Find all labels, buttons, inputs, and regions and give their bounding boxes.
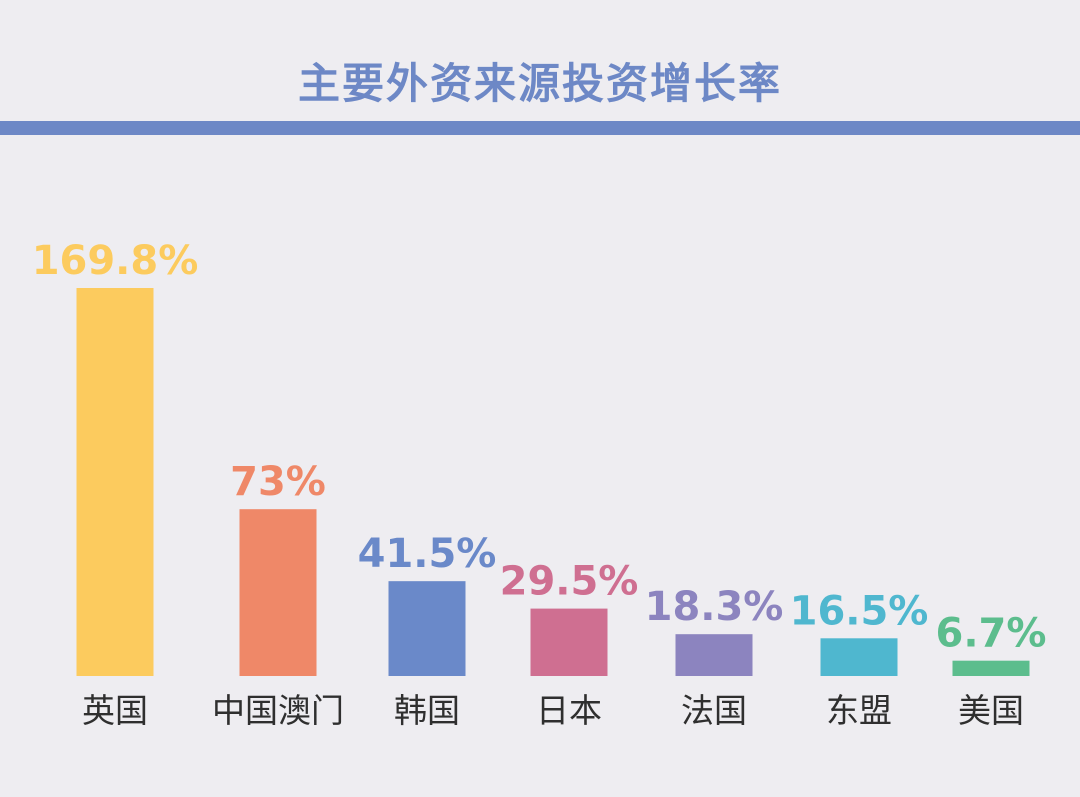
category-label-4: 法国 <box>681 691 747 730</box>
bar-4 <box>675 634 753 676</box>
category-label-2: 韩国 <box>394 691 460 730</box>
bar-value-label-4: 18.3% <box>645 584 784 630</box>
bar-value-label-5: 16.5% <box>790 588 929 634</box>
bar-6 <box>952 660 1030 676</box>
bar-value-label-6: 6.7% <box>936 611 1047 657</box>
category-label-6: 美国 <box>958 691 1024 730</box>
bar-1 <box>239 509 317 676</box>
category-label-0: 英国 <box>82 691 148 730</box>
title-divider <box>0 121 1080 135</box>
category-label-1: 中国澳门 <box>212 691 344 730</box>
bar-3 <box>530 608 608 676</box>
bar-2 <box>388 581 466 676</box>
bar-value-label-1: 73% <box>230 459 326 505</box>
bar-5 <box>820 638 898 676</box>
bar-value-label-0: 169.8% <box>32 238 199 284</box>
chart-title: 主要外资来源投资增长率 <box>297 59 782 108</box>
bar-value-label-3: 29.5% <box>500 559 639 605</box>
bar-0 <box>76 288 154 676</box>
bar-value-label-2: 41.5% <box>358 531 497 577</box>
category-label-3: 日本 <box>536 691 602 730</box>
category-label-5: 东盟 <box>826 691 892 730</box>
